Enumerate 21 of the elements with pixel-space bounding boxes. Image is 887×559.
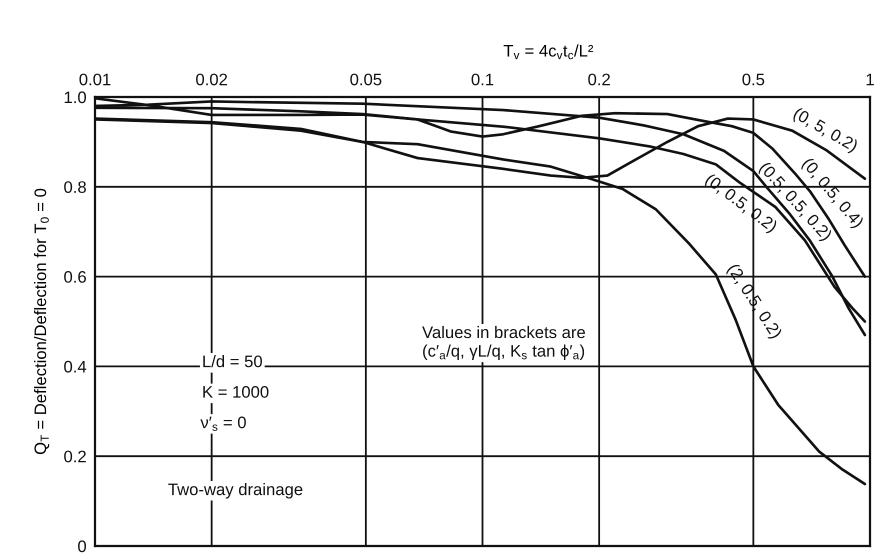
- x-tick-label: 0.1: [472, 74, 494, 86]
- x-tick-label: 1: [866, 74, 874, 86]
- annotation: (0, 5, 0.2): [791, 106, 859, 155]
- annotation: K = 1000: [203, 386, 268, 398]
- x-tick-label: 0.02: [196, 74, 228, 86]
- y-tick-label: 0: [78, 540, 86, 552]
- y-tick-label: 0.4: [64, 360, 86, 373]
- y-tick-label: 0.2: [64, 450, 86, 462]
- x-tick-label: 0.2: [588, 74, 610, 86]
- x-tick-label: 0.05: [350, 74, 382, 86]
- y-tick-label: 0.6: [64, 271, 86, 283]
- y-tick-label: 1.0: [64, 91, 86, 104]
- annotation: ν′$_{s}$ = 0: [200, 416, 246, 431]
- x-axis-title: T$_{v}$ = 4c$_{v}$t$_{c}$/L²: [504, 44, 594, 60]
- annotation: L/d = 50: [203, 355, 262, 368]
- y-axis-title: Q$_{T}$ = Deflection/Deflection for T$_{0}$ = 0: [34, 188, 50, 454]
- annotation: Two-way drainage: [168, 483, 302, 499]
- annotation: Values in brackets are (c′$_{a}$/q, γL/q, K$_{s}$ tan ϕ′$_{a}$): [422, 326, 585, 360]
- y-tick-label: 0.8: [64, 181, 86, 194]
- x-tick-label: 0.5: [742, 74, 764, 86]
- x-tick-label: 0.01: [79, 74, 110, 86]
